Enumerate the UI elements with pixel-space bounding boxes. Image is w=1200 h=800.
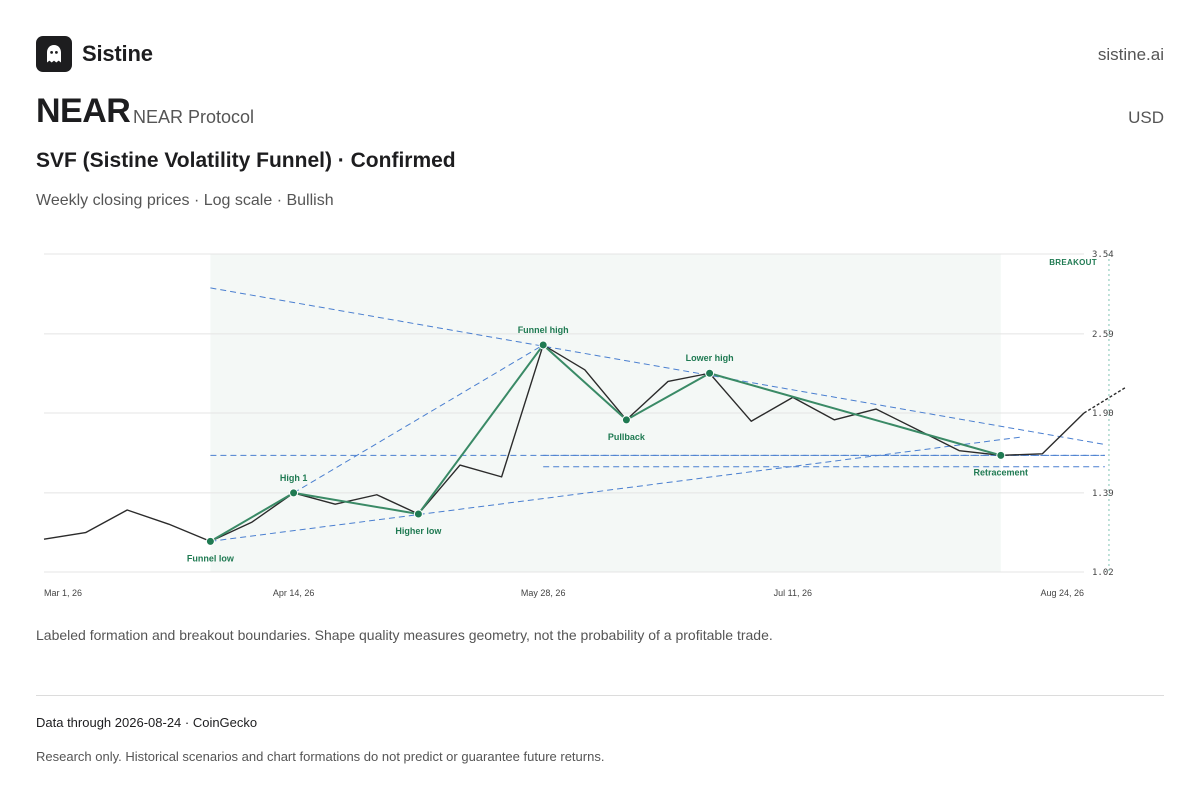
- site-link[interactable]: sistine.ai: [1097, 45, 1164, 64]
- x-tick-label: Aug 24, 26: [1040, 588, 1084, 598]
- price-line-extension: [1083, 386, 1126, 414]
- logo[interactable]: [36, 36, 72, 72]
- pivot-label: Higher low: [395, 526, 442, 536]
- boundary-layer: [210, 287, 1105, 542]
- currency-label: USD: [1128, 108, 1164, 127]
- x-tick-label: Apr 14, 26: [273, 588, 315, 598]
- disclaimer: Research only. Historical scenarios and …: [36, 749, 605, 764]
- chart-caption: Labeled formation and breakout boundarie…: [36, 627, 773, 643]
- y-tick-label: 1.39: [1092, 489, 1114, 499]
- asset-header: NEAR NEAR Protocol USD: [36, 92, 1164, 132]
- header: Sistine sistine.ai: [36, 36, 1164, 72]
- chart-subtitle: Weekly closing prices · Log scale · Bull…: [36, 192, 334, 209]
- y-tick-label: 3.54: [1092, 250, 1114, 260]
- pivot-label: High 1: [280, 473, 308, 483]
- pattern-title: SVF (Sistine Volatility Funnel) · Confir…: [36, 149, 456, 172]
- asset-ticker: NEAR: [36, 92, 131, 130]
- pivot-label: Retracement: [974, 467, 1029, 477]
- pivot-point: [621, 415, 631, 425]
- brand-name: Sistine: [82, 41, 153, 66]
- pivot-point: [205, 536, 215, 546]
- grid-layer: [44, 253, 1084, 573]
- pivot-point: [996, 450, 1006, 460]
- breakout-label: BREAKOUT: [1049, 258, 1097, 267]
- ghost-icon: [47, 45, 61, 63]
- data-source: Data through 2026-08-24 · CoinGecko: [36, 715, 258, 730]
- pivot-point: [289, 488, 299, 498]
- pivot-label: Funnel high: [518, 325, 569, 335]
- pivot-label: Funnel low: [187, 553, 235, 563]
- x-tick-label: May 28, 26: [521, 588, 566, 598]
- boundary-line: [210, 287, 1105, 445]
- pivot-label: Pullback: [608, 432, 646, 442]
- y-tick-label: 1.90: [1092, 409, 1114, 419]
- pivot-point: [705, 368, 715, 378]
- x-tick-label: Jul 11, 26: [774, 588, 812, 598]
- y-tick-label: 1.02: [1092, 568, 1114, 578]
- pivot-label: Lower high: [686, 353, 734, 363]
- asset-name: NEAR Protocol: [133, 107, 255, 127]
- boundary-line: [210, 436, 1022, 542]
- y-axis: 3.54 2.59 1.90 1.39 1.02: [1092, 250, 1114, 578]
- pivot-point: [413, 509, 423, 519]
- pivot-point: [538, 340, 548, 350]
- x-axis: Mar 1, 26 Apr 14, 26 May 28, 26 Jul 11, 26 A…: [44, 588, 1084, 598]
- pattern-layer: Funnel low High 1 Higher low Funnel high Pul…: [187, 325, 1028, 563]
- boundary-line: [293, 344, 544, 494]
- x-tick-label: Mar 1, 26: [44, 588, 82, 598]
- y-tick-label: 2.59: [1092, 330, 1114, 340]
- breakout-layer: BREAKOUT: [1049, 254, 1110, 572]
- divider: [36, 695, 1164, 696]
